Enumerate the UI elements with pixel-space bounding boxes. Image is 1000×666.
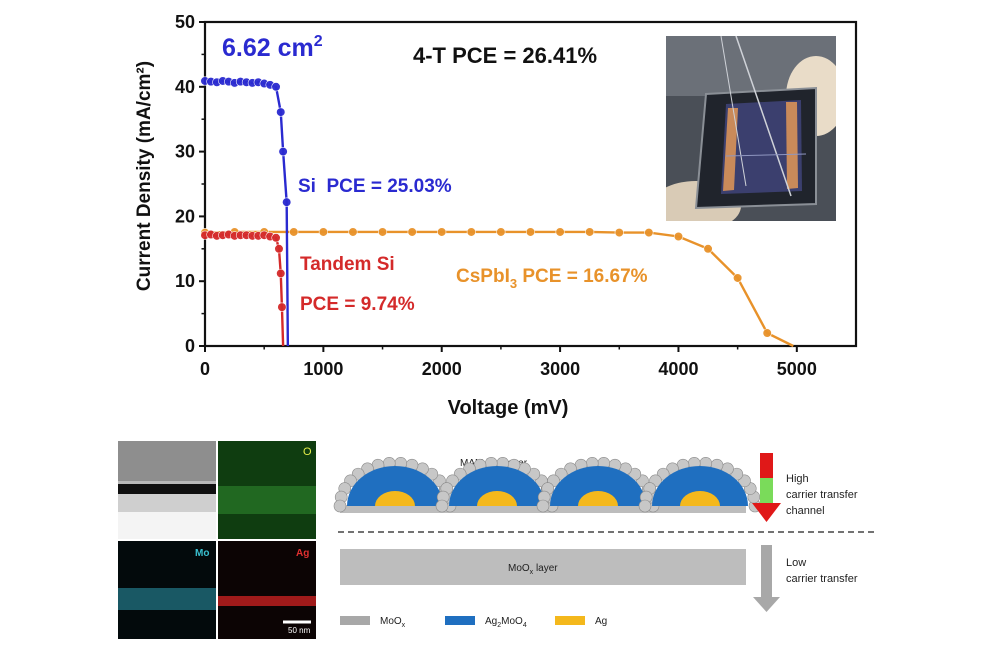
data-point-cspbi3 [555, 227, 565, 237]
ag-core [375, 491, 415, 506]
data-point-tandem-si [277, 302, 287, 312]
x-tick-label: 1000 [303, 359, 343, 379]
moox-particle [333, 499, 347, 513]
data-point-tandem-si [271, 233, 281, 243]
tandem-pce-annotation: PCE = 9.74% [300, 294, 415, 315]
data-point-cspbi3 [437, 227, 447, 237]
series-line-tandem-si [204, 233, 285, 347]
data-point-si [271, 82, 281, 92]
y-tick-label: 50 [175, 12, 195, 32]
legend-ag2moo4-swatch [445, 616, 475, 625]
legend-moox-swatch [340, 616, 370, 625]
eds-ag-label: Ag [296, 548, 309, 559]
x-tick-label: 5000 [777, 359, 817, 379]
eds-map-grid: O Mo Ag 50 nm [118, 441, 316, 639]
legend-ag-swatch [555, 616, 585, 625]
high-arrow-green [760, 478, 773, 503]
data-point-cspbi3 [289, 227, 299, 237]
moox-particle [435, 499, 449, 513]
ag2moo4-shell [347, 466, 443, 506]
data-point-si [278, 147, 288, 157]
data-point-cspbi3 [496, 227, 506, 237]
ag2moo4-shell [652, 466, 748, 506]
chart-markers [200, 76, 772, 338]
data-point-cspbi3 [644, 228, 654, 238]
moox-particle [536, 499, 550, 513]
ag2moo4-shell [550, 466, 646, 506]
mam-dome [333, 457, 457, 513]
ag2moo4-shell [449, 466, 545, 506]
ag-core [680, 491, 720, 506]
mam-dome [435, 457, 559, 513]
legend-ag2moo4-label: Ag2MoO4 [485, 616, 527, 629]
data-point-cspbi3 [525, 227, 536, 237]
eds-mo-label: Mo [195, 548, 209, 559]
jv-chart: 0 1000 2000 3000 4000 5000 0 10 20 30 40 50 Voltage… [134, 12, 858, 419]
data-point-cspbi3 [318, 227, 328, 237]
data-point-cspbi3 [733, 273, 743, 283]
four-t-pce-annotation: 4-T PCE = 26.41% [413, 43, 597, 68]
ag-core [578, 491, 618, 506]
si-pce-annotation: Si PCE = 25.03% [298, 176, 452, 197]
data-point-cspbi3 [762, 328, 772, 338]
low-label: Low carrier transfer [786, 557, 858, 585]
data-point-tandem-si [276, 268, 286, 279]
data-point-cspbi3 [673, 231, 684, 242]
moox-layer-label: MoOx layer [508, 563, 558, 576]
cspbi3-pce-annotation: CsPbI3 PCE = 16.67% [456, 266, 648, 291]
tandem-si-annotation: Tandem Si [300, 254, 395, 275]
mam-dome [638, 457, 762, 513]
legend-moox-label: MoOx [380, 616, 406, 629]
data-point-si [276, 107, 286, 117]
legend-ag-label: Ag [595, 616, 607, 627]
data-point-cspbi3 [466, 227, 476, 237]
data-point-cspbi3 [377, 227, 388, 237]
high-arrow-red [760, 453, 773, 478]
series-line-si [204, 79, 290, 347]
low-arrow-head [753, 597, 780, 612]
data-point-cspbi3 [614, 228, 624, 238]
x-tick-label: 3000 [540, 359, 580, 379]
y-tick-label: 0 [185, 336, 195, 356]
mam-schematic: MAM buff layer High carrier transfer cha… [333, 453, 878, 629]
device-photo [666, 36, 836, 221]
y-tick-label: 20 [175, 206, 195, 226]
y-axis-label: Current Density (mA/cm²) [134, 61, 155, 291]
data-point-si [282, 197, 292, 207]
data-point-cspbi3 [348, 227, 358, 237]
data-point-cspbi3 [407, 227, 417, 237]
y-tick-label: 30 [175, 142, 195, 162]
chart-axes [199, 20, 858, 352]
ag-core [477, 491, 517, 506]
x-axis-label: Voltage (mV) [448, 397, 569, 419]
low-arrow-shaft [761, 545, 772, 597]
area-annotation: 6.62 cm2 [222, 33, 323, 62]
x-tick-label: 4000 [658, 359, 698, 379]
moox-layer-bar [340, 549, 746, 585]
x-tick-label: 2000 [422, 359, 462, 379]
bottom-panels: O Mo Ag 50 nm MAM buff layer High carrie… [118, 441, 878, 639]
eds-o-label: O [303, 446, 312, 458]
high-arrow-head [752, 503, 781, 522]
data-point-tandem-si [274, 244, 284, 254]
high-label: High carrier transfer channel [786, 473, 861, 517]
chart-tick-labels: 0 1000 2000 3000 4000 5000 0 10 20 30 40 50 [175, 12, 817, 379]
data-point-cspbi3 [703, 244, 713, 254]
schematic-legend: MoOx Ag2MoO4 Ag [340, 616, 607, 629]
x-tick-label: 0 [200, 359, 210, 379]
scale-bar-label: 50 nm [288, 626, 311, 635]
moox-particle [638, 499, 652, 513]
y-tick-label: 10 [175, 271, 195, 291]
data-point-cspbi3 [585, 227, 595, 237]
y-tick-label: 40 [175, 77, 195, 97]
